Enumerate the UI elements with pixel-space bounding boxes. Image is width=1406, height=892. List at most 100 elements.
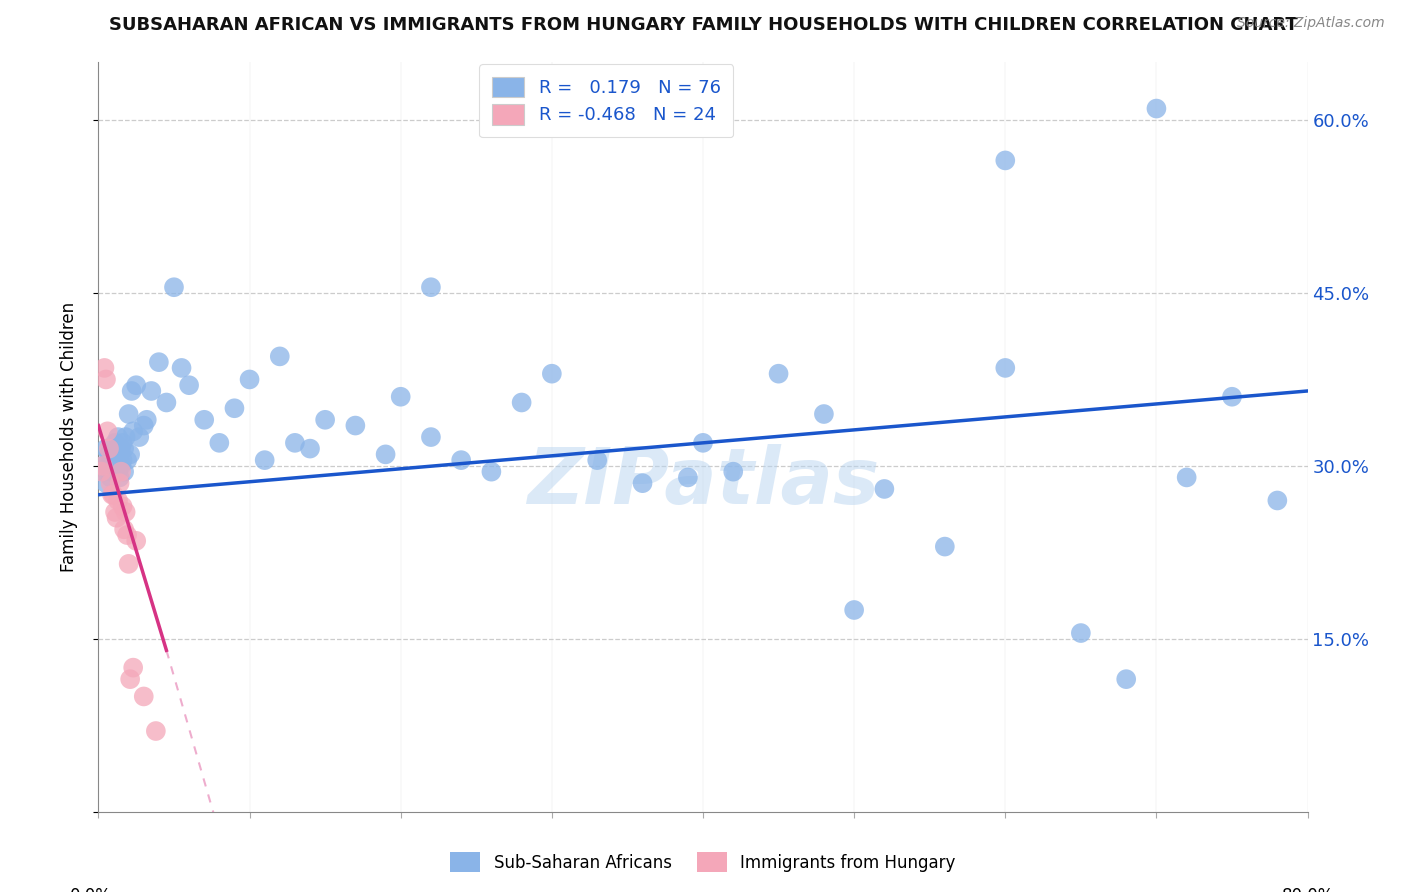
Point bbox=[96, 425, 118, 439]
Point bbox=[179, 378, 201, 392]
Point bbox=[91, 458, 114, 473]
Point bbox=[103, 447, 125, 461]
Point bbox=[91, 458, 114, 473]
Point bbox=[100, 476, 122, 491]
Point bbox=[284, 435, 307, 450]
Point bbox=[344, 418, 367, 433]
Point bbox=[108, 453, 131, 467]
Point bbox=[631, 476, 654, 491]
Point bbox=[111, 453, 134, 467]
Legend: R =   0.179   N = 76, R = -0.468   N = 24: R = 0.179 N = 76, R = -0.468 N = 24 bbox=[479, 64, 734, 137]
Point bbox=[1115, 672, 1137, 686]
Point bbox=[105, 510, 128, 524]
Point bbox=[374, 447, 396, 461]
Point bbox=[94, 442, 117, 456]
Point bbox=[208, 435, 231, 450]
Point bbox=[101, 453, 124, 467]
Point bbox=[193, 413, 215, 427]
Point bbox=[389, 390, 412, 404]
Point bbox=[1146, 102, 1168, 116]
Text: 0.0%: 0.0% bbox=[70, 887, 112, 892]
Legend: Sub-Saharan Africans, Immigrants from Hungary: Sub-Saharan Africans, Immigrants from Hu… bbox=[444, 846, 962, 879]
Point bbox=[115, 528, 138, 542]
Point bbox=[115, 453, 138, 467]
Point bbox=[125, 533, 148, 548]
Text: ZIPatlas: ZIPatlas bbox=[527, 444, 879, 520]
Point bbox=[112, 442, 135, 456]
Point bbox=[239, 372, 262, 386]
Point bbox=[132, 690, 155, 704]
Point bbox=[110, 442, 132, 456]
Point bbox=[110, 458, 132, 473]
Text: Source: ZipAtlas.com: Source: ZipAtlas.com bbox=[1237, 16, 1385, 30]
Point bbox=[90, 465, 112, 479]
Point bbox=[120, 672, 142, 686]
Point bbox=[692, 435, 714, 450]
Point bbox=[128, 430, 150, 444]
Point bbox=[1267, 493, 1289, 508]
Point bbox=[101, 488, 124, 502]
Point bbox=[107, 465, 129, 479]
Point bbox=[420, 430, 443, 444]
Point bbox=[540, 367, 562, 381]
Point bbox=[269, 350, 291, 364]
Point bbox=[94, 476, 117, 491]
Point bbox=[111, 500, 134, 514]
Point bbox=[1220, 390, 1243, 404]
Point bbox=[108, 470, 131, 484]
Point bbox=[141, 384, 163, 398]
Point bbox=[132, 418, 155, 433]
Point bbox=[768, 367, 790, 381]
Point bbox=[1175, 470, 1198, 484]
Point bbox=[420, 280, 443, 294]
Point bbox=[122, 425, 145, 439]
Point bbox=[112, 522, 135, 536]
Point bbox=[114, 505, 136, 519]
Point bbox=[105, 458, 128, 473]
Point bbox=[135, 413, 157, 427]
Point bbox=[122, 660, 145, 674]
Point bbox=[125, 378, 148, 392]
Y-axis label: Family Households with Children: Family Households with Children bbox=[59, 302, 77, 572]
Point bbox=[105, 442, 128, 456]
Point bbox=[110, 465, 132, 479]
Point bbox=[155, 395, 177, 409]
Point bbox=[481, 465, 503, 479]
Point bbox=[114, 430, 136, 444]
Point bbox=[121, 384, 143, 398]
Point bbox=[104, 453, 127, 467]
Point bbox=[314, 413, 336, 427]
Point bbox=[104, 505, 127, 519]
Point bbox=[844, 603, 866, 617]
Point bbox=[1070, 626, 1092, 640]
Point bbox=[299, 442, 322, 456]
Point bbox=[994, 360, 1017, 375]
Point bbox=[170, 360, 193, 375]
Point bbox=[145, 724, 167, 739]
Point bbox=[112, 465, 135, 479]
Point bbox=[723, 465, 745, 479]
Point bbox=[103, 465, 125, 479]
Point bbox=[93, 465, 115, 479]
Point bbox=[107, 430, 129, 444]
Point bbox=[994, 153, 1017, 168]
Point bbox=[100, 470, 122, 484]
Point bbox=[163, 280, 186, 294]
Point bbox=[104, 435, 127, 450]
Point bbox=[120, 447, 142, 461]
Point bbox=[224, 401, 246, 416]
Point bbox=[813, 407, 835, 421]
Point bbox=[98, 442, 121, 456]
Point bbox=[148, 355, 170, 369]
Point bbox=[94, 372, 117, 386]
Point bbox=[98, 447, 121, 461]
Point bbox=[934, 540, 956, 554]
Text: 80.0%: 80.0% bbox=[1281, 887, 1334, 892]
Point bbox=[93, 360, 115, 375]
Point bbox=[118, 407, 141, 421]
Point bbox=[873, 482, 896, 496]
Point bbox=[676, 470, 699, 484]
Text: SUBSAHARAN AFRICAN VS IMMIGRANTS FROM HUNGARY FAMILY HOUSEHOLDS WITH CHILDREN CO: SUBSAHARAN AFRICAN VS IMMIGRANTS FROM HU… bbox=[108, 16, 1298, 34]
Point bbox=[450, 453, 472, 467]
Point bbox=[107, 493, 129, 508]
